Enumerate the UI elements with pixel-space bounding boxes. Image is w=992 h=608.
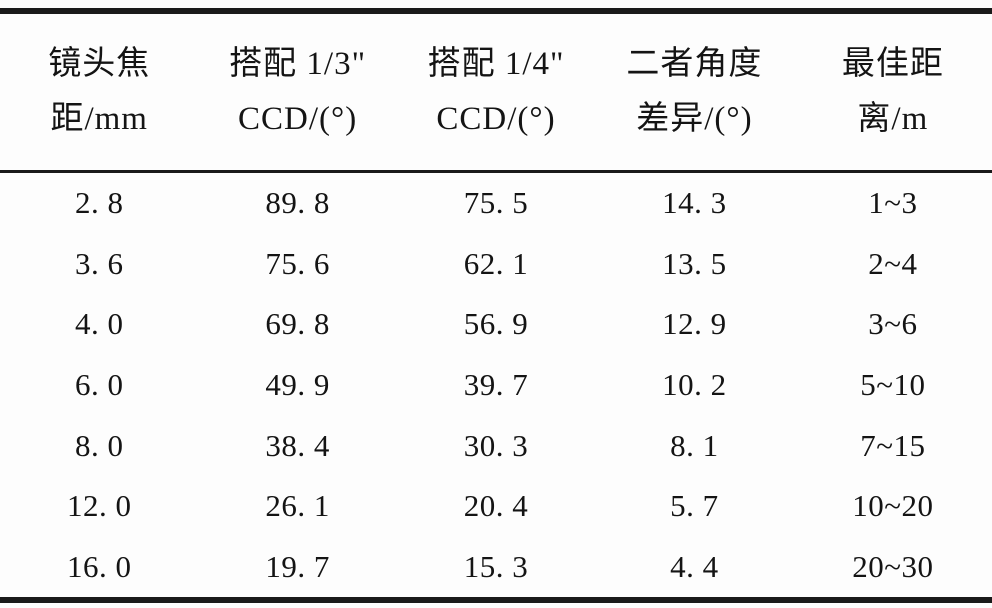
table-cell: 7~15	[860, 427, 926, 463]
table-cell: 39. 7	[463, 367, 529, 403]
header-line: 镜头焦	[48, 46, 151, 82]
table-cell: 4. 4	[670, 548, 719, 584]
table-cell: 2. 8	[74, 185, 124, 221]
table-cell: 15. 3	[463, 548, 529, 584]
table-cell: 12. 0	[66, 488, 132, 524]
header-line: 搭配 1/3"	[229, 46, 367, 82]
table-cell: 2~4	[868, 245, 918, 281]
table-cell: 5~10	[860, 367, 926, 403]
column-header-ccd-one-third: 搭配 1/3" CCD/(°)	[198, 37, 396, 147]
table-top-rule	[0, 8, 992, 14]
header-line: 距/mm	[50, 101, 148, 137]
table-cell: 14. 3	[662, 185, 727, 221]
column-header-best-distance: 最佳距 离/m	[794, 37, 992, 147]
table-row: 4. 0 69. 8 56. 9 12. 9 3~6	[0, 294, 992, 355]
table-header-rule	[0, 170, 992, 173]
table-cell: 3~6	[868, 306, 918, 342]
table-cell: 20. 4	[463, 488, 529, 524]
header-line: CCD/(°)	[238, 101, 358, 137]
table-header-row: 镜头焦 距/mm 搭配 1/3" CCD/(°) 搭配 1/4" CCD/(°)…	[0, 14, 992, 170]
table-cell: 12. 9	[662, 306, 727, 342]
table-row: 2. 8 89. 8 75. 5 14. 3 1~3	[0, 173, 992, 234]
table-cell: 38. 4	[265, 427, 330, 463]
table-cell: 4. 0	[74, 306, 124, 342]
table-cell: 49. 9	[265, 367, 330, 403]
top-margin	[0, 0, 992, 8]
table-cell: 5. 7	[670, 488, 719, 524]
table-cell: 8. 0	[74, 427, 124, 463]
table-cell: 56. 9	[463, 306, 529, 342]
table-cell: 89. 8	[265, 185, 330, 221]
table-cell: 75. 5	[463, 185, 529, 221]
table-cell: 13. 5	[662, 245, 727, 281]
table-cell: 62. 1	[463, 245, 529, 281]
table-cell: 8. 1	[670, 427, 719, 463]
column-header-angle-difference: 二者角度 差异/(°)	[595, 37, 793, 147]
table-cell: 30. 3	[463, 427, 529, 463]
table-row: 12. 0 26. 1 20. 4 5. 7 10~20	[0, 476, 992, 537]
table-cell: 20~30	[852, 548, 934, 584]
table-cell: 10. 2	[662, 367, 727, 403]
table-cell: 26. 1	[265, 488, 330, 524]
table-cell: 3. 6	[74, 245, 124, 281]
table-body: 2. 8 89. 8 75. 5 14. 3 1~3 3. 6 75. 6 62…	[0, 173, 992, 597]
table-cell: 75. 6	[265, 245, 330, 281]
table-cell: 19. 7	[265, 548, 330, 584]
table-cell: 1~3	[868, 185, 918, 221]
table-cell: 6. 0	[74, 367, 124, 403]
table-cell: 69. 8	[265, 306, 330, 342]
column-header-focal-length: 镜头焦 距/mm	[0, 37, 198, 147]
table-row: 8. 0 38. 4 30. 3 8. 1 7~15	[0, 415, 992, 476]
table-row: 16. 0 19. 7 15. 3 4. 4 20~30	[0, 536, 992, 597]
table-cell: 16. 0	[66, 548, 132, 584]
header-line: CCD/(°)	[436, 101, 556, 137]
table-row: 3. 6 75. 6 62. 1 13. 5 2~4	[0, 234, 992, 295]
column-header-ccd-one-quarter: 搭配 1/4" CCD/(°)	[397, 37, 595, 147]
header-line: 二者角度	[626, 46, 763, 82]
header-line: 搭配 1/4"	[427, 46, 565, 82]
header-line: 差异/(°)	[636, 101, 753, 137]
header-line: 离/m	[857, 101, 929, 137]
table-row: 6. 0 49. 9 39. 7 10. 2 5~10	[0, 355, 992, 416]
table-cell: 10~20	[852, 488, 934, 524]
header-line: 最佳距	[841, 46, 944, 82]
table-bottom-rule	[0, 597, 992, 603]
